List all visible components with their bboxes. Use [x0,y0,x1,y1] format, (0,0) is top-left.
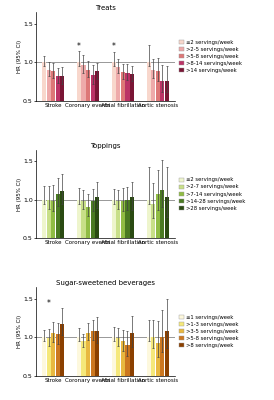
Bar [130,198,134,277]
Bar [51,333,55,400]
Bar [47,338,51,400]
Bar [121,341,125,400]
Bar [130,333,134,400]
Legend: ≤2 servings/week, >2-7 servings/week, >7-14 servings/week, >14-28 servings/week,: ≤2 servings/week, >2-7 servings/week, >7… [179,178,245,210]
Bar [51,72,55,139]
Bar [165,198,169,277]
Bar [125,73,130,139]
Bar [112,200,116,277]
Legend: ≤2 servings/week, >2-5 servings/week, >5-8 servings/week, >8-14 servings/week, >: ≤2 servings/week, >2-5 servings/week, >5… [179,40,242,73]
Bar [56,76,60,139]
Bar [112,337,116,400]
Bar [77,337,81,400]
Bar [42,62,46,139]
Bar [147,200,151,277]
Bar [95,197,99,277]
Bar [165,82,169,139]
Text: *: * [112,42,116,51]
Bar [156,72,160,139]
Bar [81,200,85,277]
Bar [165,331,169,400]
Text: *: * [77,42,81,51]
Title: Sugar-sweetened beverages: Sugar-sweetened beverages [56,280,155,286]
Bar [125,200,130,277]
Bar [147,62,151,139]
Bar [90,331,95,400]
Bar [95,72,99,139]
Bar [77,200,81,277]
Text: *: * [47,299,50,308]
Bar [47,200,51,277]
Bar [147,337,151,400]
Bar [42,200,46,277]
Bar [81,341,85,400]
Bar [77,62,81,139]
Y-axis label: HR (95% CI): HR (95% CI) [17,40,22,73]
Bar [160,81,164,139]
Bar [125,345,130,400]
Bar [56,334,60,400]
Bar [160,337,164,400]
Bar [160,190,164,277]
Bar [151,70,155,139]
Bar [86,333,90,400]
Bar [60,190,64,277]
Bar [86,207,90,277]
Bar [86,70,90,139]
Bar [116,338,121,400]
Bar [156,194,160,277]
Bar [51,200,55,277]
Bar [90,75,95,139]
Y-axis label: HR (95% CI): HR (95% CI) [17,178,22,210]
Bar [121,201,125,277]
Y-axis label: HR (95% CI): HR (95% CI) [17,315,22,348]
Bar [156,343,160,400]
Bar [116,67,121,139]
Bar [130,74,134,139]
Legend: ≤1 servings/week, >1-3 servings/week, >3-5 servings/week, >5-8 servings/week, >8: ≤1 servings/week, >1-3 servings/week, >3… [179,315,238,348]
Bar [42,337,46,400]
Bar [112,62,116,139]
Bar [60,76,64,139]
Bar [60,324,64,400]
Bar [95,331,99,400]
Bar [121,72,125,139]
Bar [56,194,60,277]
Bar [151,204,155,277]
Title: Treats: Treats [95,5,116,11]
Bar [151,337,155,400]
Bar [81,65,85,139]
Title: Toppings: Toppings [90,142,121,148]
Bar [47,70,51,139]
Bar [116,200,121,277]
Bar [90,201,95,277]
